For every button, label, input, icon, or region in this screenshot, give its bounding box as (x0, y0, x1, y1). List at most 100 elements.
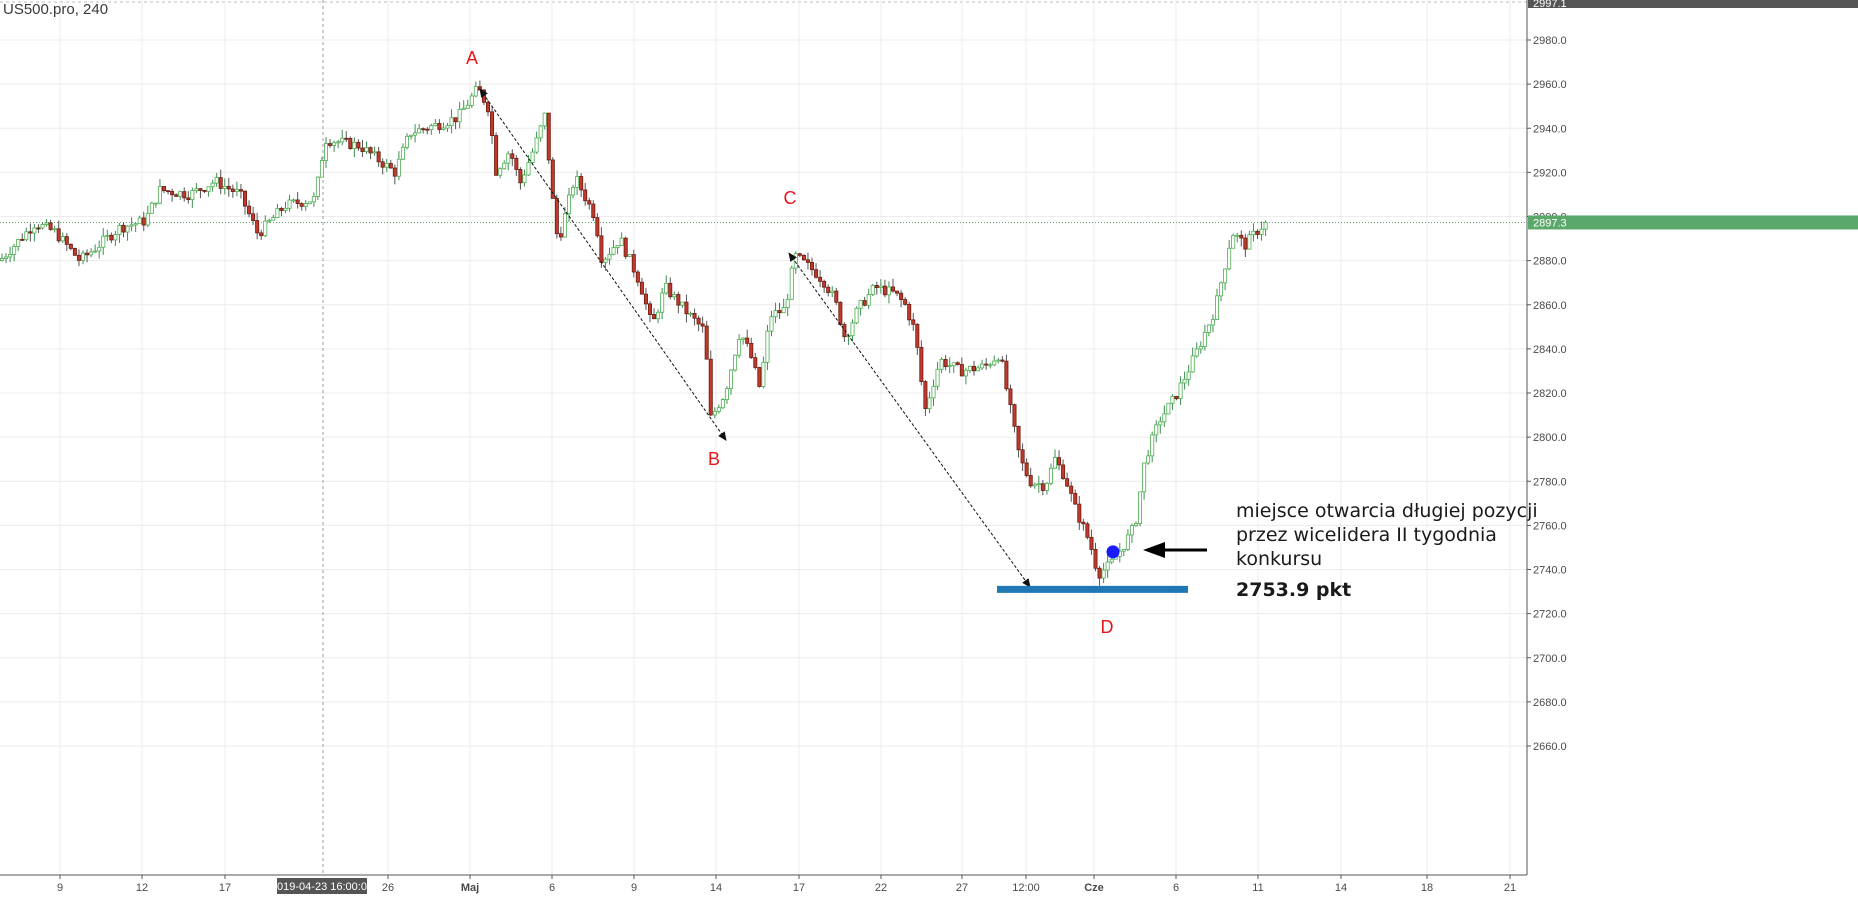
time-tick-label: 26 (382, 882, 394, 894)
candle-body (60, 236, 65, 242)
candle-body (664, 282, 669, 294)
candle-body (72, 248, 77, 256)
candle-body (1142, 462, 1147, 493)
candle-body (793, 253, 798, 269)
candle-body (44, 222, 49, 225)
candle-body (141, 217, 146, 226)
candle-body (101, 235, 106, 248)
candle-body (40, 224, 45, 229)
price-tick-label: 2920.0 (1533, 167, 1567, 179)
candle-body (684, 301, 689, 315)
candle-body (1008, 388, 1013, 406)
candle-body (1219, 282, 1224, 297)
candle-body (376, 151, 381, 163)
candle-body (125, 225, 130, 233)
candle-body (567, 194, 572, 215)
candle-body (1134, 523, 1139, 527)
candle-body (348, 137, 353, 150)
candle-body (915, 323, 920, 348)
candle-body (1150, 434, 1155, 457)
candle-body (1202, 332, 1207, 347)
candle-body (1251, 230, 1256, 236)
candle-body (170, 190, 175, 196)
crosshair-date-badge (277, 878, 367, 894)
candle-body (1069, 485, 1074, 494)
candle-body (810, 262, 815, 271)
candle-body (627, 254, 632, 257)
time-tick-label: 17 (219, 882, 231, 894)
candle-body (862, 300, 867, 306)
candle-body (1073, 492, 1078, 505)
candle-body (1162, 413, 1167, 423)
candle-body (700, 323, 705, 327)
candle-body (315, 176, 320, 197)
candle-body (935, 368, 940, 387)
candle-body (263, 220, 268, 237)
top-price-badge (1528, 0, 1858, 8)
candle-body (1166, 402, 1171, 415)
candle-body (85, 252, 90, 256)
arrow-C-D (788, 252, 1031, 588)
candle-body (777, 310, 782, 314)
candle-body (267, 219, 272, 222)
price-tick-label: 2760.0 (1533, 520, 1567, 532)
candle-body (1194, 348, 1199, 357)
candle-body (485, 101, 490, 113)
candle-body (214, 177, 219, 184)
candle-body (178, 191, 183, 197)
candle-body (202, 190, 207, 192)
candle-body (1154, 424, 1159, 436)
candle-body (603, 258, 608, 263)
candle-body (652, 314, 657, 320)
candle-body (295, 199, 300, 204)
candle-body (392, 167, 397, 177)
candle-body (579, 176, 584, 191)
candle-body (145, 212, 150, 226)
candle-body (1065, 478, 1070, 487)
candle-body (587, 200, 592, 205)
candle-body (453, 117, 458, 123)
candle-body (372, 151, 377, 154)
candle-body (0, 258, 4, 262)
candle-body (291, 199, 296, 202)
candle-body (247, 205, 252, 215)
candle-body (765, 330, 770, 363)
time-axis[interactable]: 9 12 17 26 Maj 6 9 14 17 22 27 12:00 Cze 6 11 14 18 21 201… (0, 874, 1527, 894)
candle-body (283, 207, 288, 211)
time-tick-label: 9 (57, 882, 63, 894)
candle-body (1101, 569, 1106, 579)
candle-body (129, 224, 134, 227)
candle-body (1170, 395, 1175, 404)
candle-body (1235, 234, 1240, 237)
candle-body (1121, 549, 1126, 552)
point-label-a: A (466, 48, 478, 68)
candle-body (182, 191, 187, 199)
candle-body (919, 346, 924, 383)
candle-body (404, 135, 409, 148)
candle-body (1210, 318, 1215, 326)
candle-body (238, 189, 243, 192)
price-axis[interactable]: 2660.0 2680.0 2700.0 2720.0 2740.0 2760.0 2780… (1526, 0, 1858, 875)
candle-body (1040, 483, 1045, 491)
candle-body (1263, 221, 1268, 230)
candle-body (429, 125, 434, 131)
candle-body (319, 160, 324, 178)
candle-body (271, 217, 276, 221)
candle-body (76, 254, 81, 261)
candle-body (279, 208, 284, 211)
candle-body (1231, 235, 1236, 249)
candle-body (174, 194, 179, 197)
candle-body (1247, 234, 1252, 250)
candle-body (1085, 523, 1090, 538)
candle-body (643, 293, 648, 305)
candle-body (93, 250, 98, 253)
candle-body (854, 307, 859, 324)
candle-body (1255, 230, 1260, 235)
candle-body (818, 276, 823, 282)
candle-body (20, 238, 25, 241)
candle-body (870, 284, 875, 295)
time-tick-label: 18 (1421, 882, 1433, 894)
candle-body (307, 201, 312, 205)
candle-body (1061, 464, 1066, 480)
